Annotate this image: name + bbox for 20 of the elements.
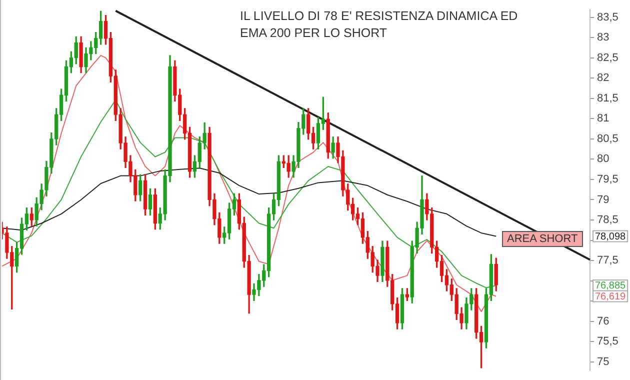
y-tick-label: 77,5 (597, 254, 618, 267)
y-tick-label: 75 (597, 356, 610, 368)
y-tick-label: 81,5 (597, 92, 618, 104)
annotation: AREA SHORT (502, 231, 583, 247)
annotation: 76,619 (595, 292, 626, 303)
y-tick-label: 83 (597, 32, 610, 44)
y-tick-label: 79 (597, 194, 610, 206)
y-tick-label: 82,5 (597, 52, 618, 64)
annotation: 78,098 (595, 232, 626, 243)
y-tick-label: 80,5 (597, 132, 618, 145)
y-tick-label: 80 (597, 153, 610, 166)
y-tick-label: 79,5 (597, 173, 618, 186)
y-tick-label: 78,5 (597, 214, 618, 226)
y-tick-label: 83,5 (597, 11, 618, 24)
y-tick-label: 76 (597, 315, 610, 328)
text: IL LIVELLO DI 78 E' RESISTENZA DINAMICA ED EMA 200 PER LO SHORT (240, 8, 519, 42)
annotation: 76,885 (595, 280, 626, 292)
y-tick-label: 81 (597, 112, 610, 125)
y-tick-label: 82 (597, 72, 610, 84)
y-tick-label: 75,5 (597, 336, 618, 348)
